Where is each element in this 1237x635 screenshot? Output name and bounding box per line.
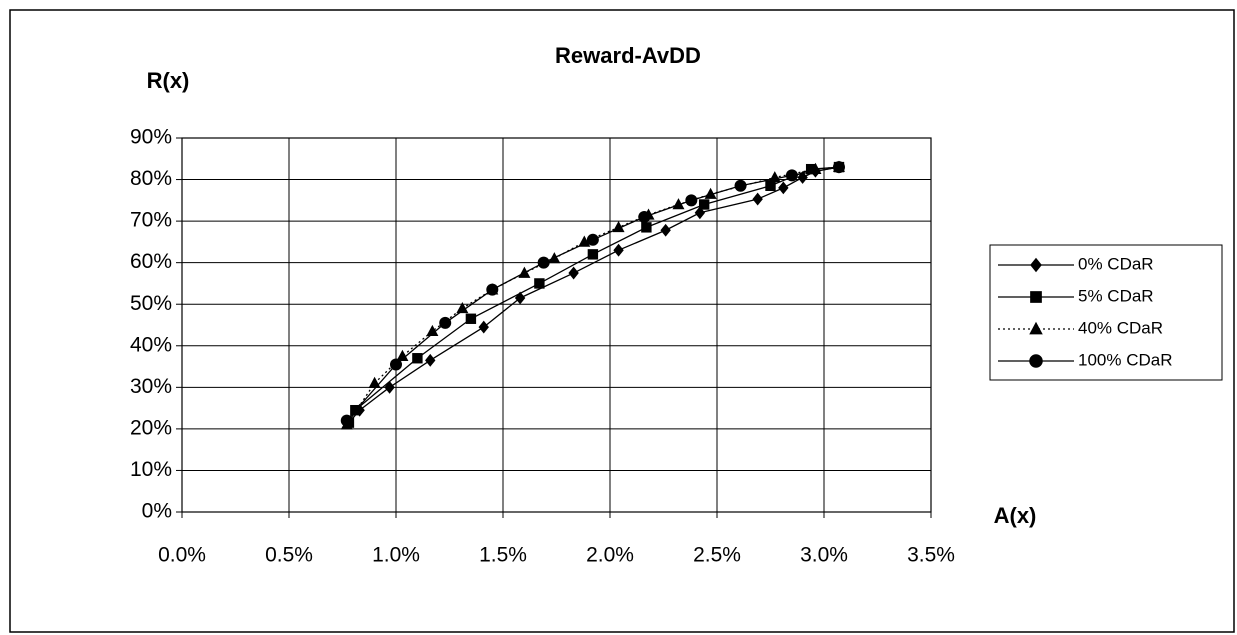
y-tick-label: 30% xyxy=(130,375,172,398)
y-tick-label: 10% xyxy=(130,458,172,481)
marker xyxy=(486,283,499,296)
chart-title: Reward-AvDD xyxy=(555,43,701,68)
marker xyxy=(426,324,439,337)
marker xyxy=(1029,354,1043,368)
y-tick-label: 80% xyxy=(130,167,172,190)
x-tick-label: 2.0% xyxy=(586,544,634,567)
x-tick-label: 1.5% xyxy=(479,544,527,567)
y-axis-label: R(x) xyxy=(147,68,190,93)
marker xyxy=(778,181,789,195)
marker xyxy=(685,194,698,207)
marker xyxy=(425,353,436,367)
marker xyxy=(613,243,624,257)
marker xyxy=(465,313,477,324)
marker xyxy=(1029,321,1043,335)
y-tick-label: 40% xyxy=(130,333,172,356)
y-tick-label: 20% xyxy=(130,416,172,439)
plot-border xyxy=(181,137,932,513)
marker xyxy=(537,256,550,269)
legend-label: 40% CDaR xyxy=(1078,318,1163,337)
marker xyxy=(698,199,710,210)
marker xyxy=(412,353,423,364)
marker xyxy=(340,414,353,427)
marker xyxy=(752,192,763,206)
marker xyxy=(586,233,599,246)
x-tick-label: 3.0% xyxy=(800,544,848,567)
y-tick-label: 60% xyxy=(130,250,172,273)
marker xyxy=(390,358,402,371)
legend-label: 0% CDaR xyxy=(1078,254,1154,273)
marker xyxy=(638,210,651,223)
marker xyxy=(797,171,808,184)
legend-frame xyxy=(989,244,1223,381)
x-tick-label: 0.0% xyxy=(158,544,206,567)
marker xyxy=(456,301,469,314)
marker xyxy=(734,179,747,192)
marker xyxy=(478,320,489,334)
marker xyxy=(1030,291,1042,303)
y-tick-label: 0% xyxy=(142,500,172,523)
marker xyxy=(765,180,776,191)
marker xyxy=(785,169,798,182)
legend-label: 100% CDaR xyxy=(1078,350,1173,369)
legend-label: 5% CDaR xyxy=(1078,286,1154,305)
marker xyxy=(568,266,579,280)
y-tick-label: 90% xyxy=(130,126,172,149)
marker xyxy=(660,223,671,237)
marker xyxy=(439,316,452,329)
marker xyxy=(534,278,545,289)
x-tick-label: 3.5% xyxy=(907,544,955,567)
marker xyxy=(578,235,591,247)
x-axis-label: A(x) xyxy=(994,503,1037,528)
marker xyxy=(641,222,652,233)
marker xyxy=(396,349,409,361)
y-tick-label: 50% xyxy=(130,292,172,315)
x-tick-label: 0.5% xyxy=(265,544,313,567)
marker xyxy=(805,163,817,175)
marker xyxy=(587,249,599,260)
x-tick-label: 1.0% xyxy=(372,544,420,567)
x-tick-label: 2.5% xyxy=(693,544,741,567)
y-tick-label: 70% xyxy=(130,209,172,232)
marker xyxy=(832,161,845,174)
marker xyxy=(1030,257,1042,273)
